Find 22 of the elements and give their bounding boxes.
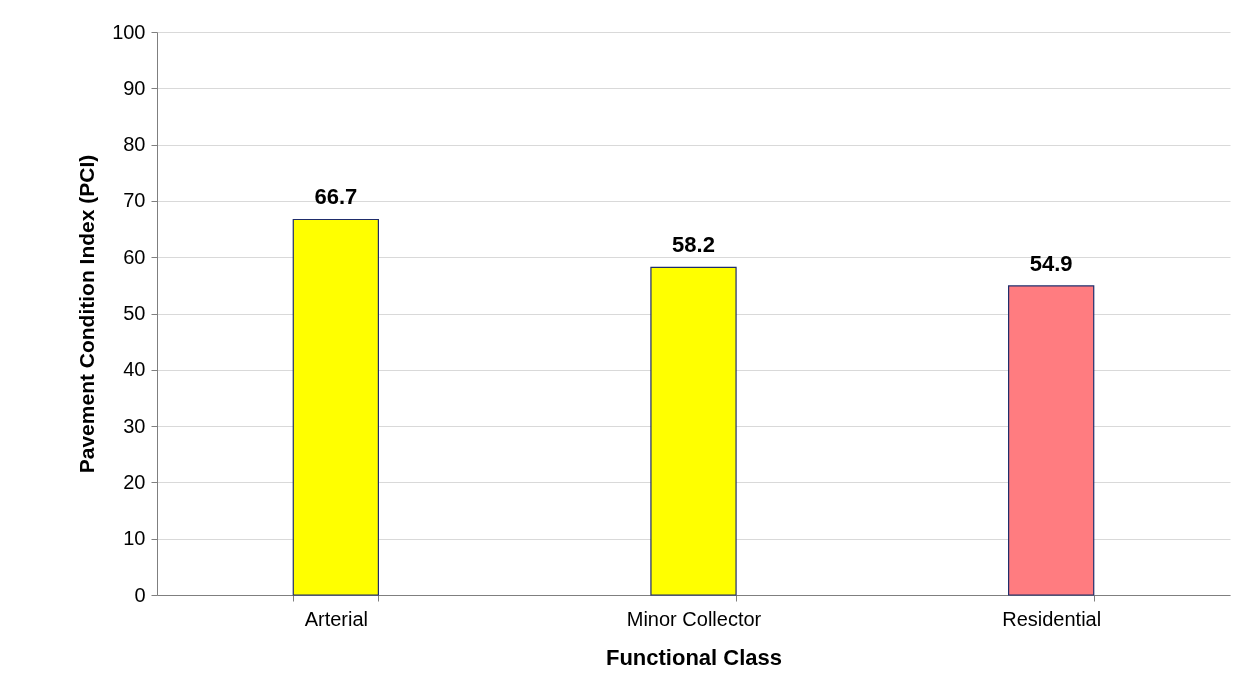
y-axis-title: Pavement Condition Index (PCI) <box>75 154 99 474</box>
data-label: 54.9 <box>1029 250 1073 276</box>
y-tick-label: 100 <box>112 20 146 43</box>
bar <box>292 218 379 596</box>
bar <box>1008 285 1095 596</box>
x-tick-label: Minor Collector <box>626 607 762 630</box>
y-tick-label: 20 <box>123 470 146 493</box>
y-tick-label: 70 <box>123 189 146 212</box>
data-label: 66.7 <box>314 184 358 210</box>
y-tick-label: 40 <box>123 358 146 381</box>
x-tick-label: Arterial <box>304 607 369 630</box>
y-tick-label: 90 <box>123 76 146 99</box>
x-tick-label: Residential <box>1002 607 1102 630</box>
y-tick-label: 0 <box>134 583 146 606</box>
bar <box>650 266 737 596</box>
y-tick-label: 60 <box>123 245 146 268</box>
y-tick-label: 80 <box>123 133 146 156</box>
x-axis-title: Functional Class <box>605 644 783 670</box>
y-tick-label: 10 <box>123 527 146 550</box>
data-label: 58.2 <box>672 232 715 258</box>
y-tick-label: 30 <box>123 414 146 437</box>
y-tick-label: 50 <box>123 302 146 324</box>
